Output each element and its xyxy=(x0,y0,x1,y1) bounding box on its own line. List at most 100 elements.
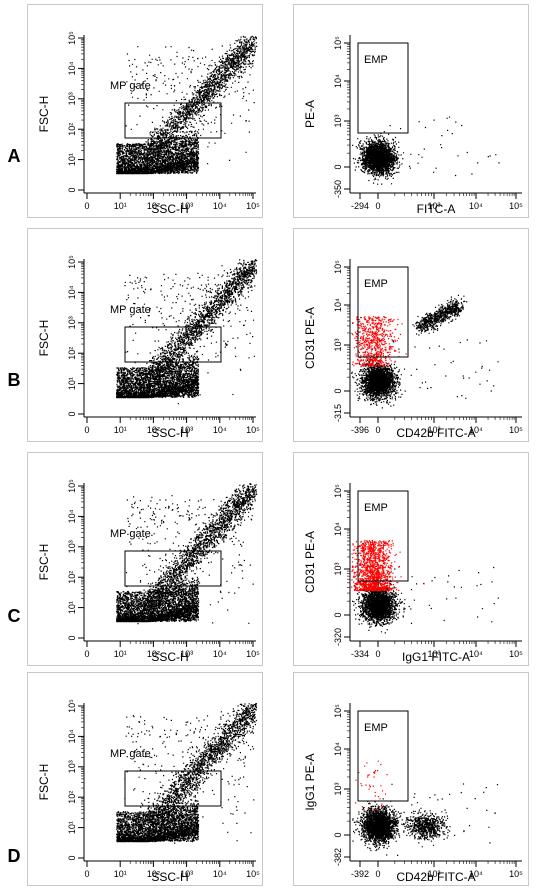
y-tick-label: 10⁴ xyxy=(67,61,77,75)
gated-point xyxy=(351,316,407,367)
y-axis-label: CD31 PE-A xyxy=(303,531,317,593)
x-tick-label: 10³ xyxy=(180,425,193,435)
x-tick-label: 10¹ xyxy=(114,869,127,879)
y-tick-label: -350 xyxy=(333,180,343,198)
y-tick-label: 10³ xyxy=(333,782,343,795)
y-tick-label: 10⁵ xyxy=(333,260,343,274)
y-tick-label: 10¹ xyxy=(67,601,77,614)
gate-rect xyxy=(357,490,409,582)
emp-gate: EMP xyxy=(357,42,409,134)
row-letter-d: D xyxy=(7,846,21,866)
y-tick-label: 10³ xyxy=(67,760,77,773)
x-tick-label: 10³ xyxy=(180,869,193,879)
x-tick-label: 10⁴ xyxy=(469,201,483,211)
x-tick-label: 10⁵ xyxy=(246,425,260,435)
y-tick-label: 10⁵ xyxy=(333,484,343,498)
y-tick-label: 0 xyxy=(333,612,343,617)
y-tick-label: 10⁵ xyxy=(67,479,77,493)
y-tick-label: 10⁵ xyxy=(333,36,343,50)
gate-label: EMP xyxy=(364,722,388,734)
y-tick-label: 10⁴ xyxy=(67,285,77,299)
axes: -392 0 10³ 10⁴ 10⁵ -382 0 10³ 10⁴ 10⁵ CD42b FITC-A… xyxy=(303,703,523,884)
x-axis-label: SSC-H xyxy=(151,202,188,216)
y-tick-label: 10³ xyxy=(67,540,77,553)
x-tick-label: 10⁵ xyxy=(246,649,260,659)
y-tick-label: -315 xyxy=(333,404,343,422)
x-tick-label: 0 xyxy=(375,869,380,879)
y-tick-label: 10¹ xyxy=(67,821,77,834)
x-tick-label: 10⁵ xyxy=(509,201,523,211)
events xyxy=(352,116,500,185)
y-tick-label: 10⁴ xyxy=(67,729,77,743)
gate-rect xyxy=(124,770,222,807)
scatter-point xyxy=(116,35,258,175)
y-tick-label: 10⁴ xyxy=(333,74,343,88)
x-tick-label: 10⁵ xyxy=(509,649,523,659)
gate-label: EMP xyxy=(364,278,388,290)
x-tick-label: 0 xyxy=(375,201,380,211)
x-tick-label: 10⁴ xyxy=(469,869,483,879)
axes: -334 0 10³ 10⁴ 10⁵ -320 0 10³ 10⁴ 10⁵ IgG1 FITC-A C… xyxy=(303,483,523,664)
gate-rect xyxy=(124,550,222,587)
events xyxy=(352,760,499,856)
y-tick-label: 10⁴ xyxy=(67,509,77,523)
y-axis-label: FSC-H xyxy=(37,96,51,133)
y-tick-label: 0 xyxy=(67,187,77,192)
events xyxy=(116,35,258,175)
scatter-point xyxy=(116,483,258,625)
y-tick-label: 10¹ xyxy=(67,377,77,390)
y-tick-label: 10⁴ xyxy=(333,742,343,756)
x-axis-label: FITC-A xyxy=(417,202,456,216)
x-tick-label: 10³ xyxy=(427,201,440,211)
scatter-panel-b-right: -396 0 10³ 10⁴ 10⁵ -315 0 10³ 10⁴ 10⁵ CD42b FITC-A… xyxy=(293,228,529,442)
mp-gate: MP gate xyxy=(110,304,222,363)
y-tick-label: 0 xyxy=(333,164,343,169)
y-tick-label: 10¹ xyxy=(67,153,77,166)
y-tick-label: 10² xyxy=(67,571,77,584)
gate-rect xyxy=(357,710,409,802)
x-tick-label: 10³ xyxy=(427,649,440,659)
axes: -294 0 10³ 10⁴ 10⁵ -350 0 10³ 10⁴ 10⁵ FITC-A PE-A xyxy=(303,35,523,216)
x-tick-label: -294 xyxy=(351,201,369,211)
y-tick-label: 10³ xyxy=(333,114,343,127)
scatter-panel-b-left: 0 10¹ 10² 10³ 10⁴ 10⁵ 0 10¹ 10² 10³ 10⁴ 10⁵ SSC-H FSC… xyxy=(27,228,263,442)
scatter-point xyxy=(116,259,258,405)
x-tick-label: 10⁴ xyxy=(213,425,227,435)
x-tick-label: 0 xyxy=(375,425,380,435)
y-tick-label: 0 xyxy=(333,388,343,393)
scatter-point xyxy=(352,116,500,185)
x-tick-label: 0 xyxy=(84,869,89,879)
scatter-point xyxy=(352,783,499,856)
y-axis-label: FSC-H xyxy=(37,764,51,801)
gate-rect xyxy=(124,326,222,363)
axes: 0 10¹ 10² 10³ 10⁴ 10⁵ 0 10¹ 10² 10³ 10⁴ 10⁵ SSC-H FSC… xyxy=(37,31,260,216)
x-tick-label: 0 xyxy=(84,425,89,435)
mp-gate: MP gate xyxy=(110,528,222,587)
axes: 0 10¹ 10² 10³ 10⁴ 10⁵ 0 10¹ 10² 10³ 10⁴ 10⁵ SSC-H FSC… xyxy=(37,255,260,440)
x-axis-label: CD42b FITC-A xyxy=(396,870,475,884)
gate-rect xyxy=(357,42,409,134)
mp-gate: MP gate xyxy=(110,748,222,807)
x-tick-label: 10¹ xyxy=(114,201,127,211)
y-axis-label: FSC-H xyxy=(37,320,51,357)
events xyxy=(116,259,258,405)
x-tick-label: 10³ xyxy=(427,425,440,435)
y-tick-label: 10⁴ xyxy=(333,522,343,536)
y-tick-label: 0 xyxy=(333,832,343,837)
scatter-panel-c-right: -334 0 10³ 10⁴ 10⁵ -320 0 10³ 10⁴ 10⁵ IgG1 FITC-A C… xyxy=(293,452,529,666)
emp-gate: EMP xyxy=(357,266,409,358)
x-tick-label: 10¹ xyxy=(114,649,127,659)
x-tick-label: -392 xyxy=(351,869,369,879)
scatter-panel-d-left: 0 10¹ 10² 10³ 10⁴ 10⁵ 0 10¹ 10² 10³ 10⁴ 10⁵ SSC-H FSC… xyxy=(27,672,263,886)
y-tick-label: 10⁵ xyxy=(67,31,77,45)
x-tick-label: 10¹ xyxy=(114,425,127,435)
events xyxy=(351,294,499,409)
gated-point xyxy=(351,540,425,592)
scatter-point xyxy=(351,294,499,409)
x-tick-label: -334 xyxy=(351,649,369,659)
row-letter-b: B xyxy=(7,370,21,390)
y-axis-label: FSC-H xyxy=(37,544,51,581)
events xyxy=(351,540,499,634)
y-tick-label: 10² xyxy=(67,347,77,360)
y-tick-label: 10⁵ xyxy=(333,704,343,718)
